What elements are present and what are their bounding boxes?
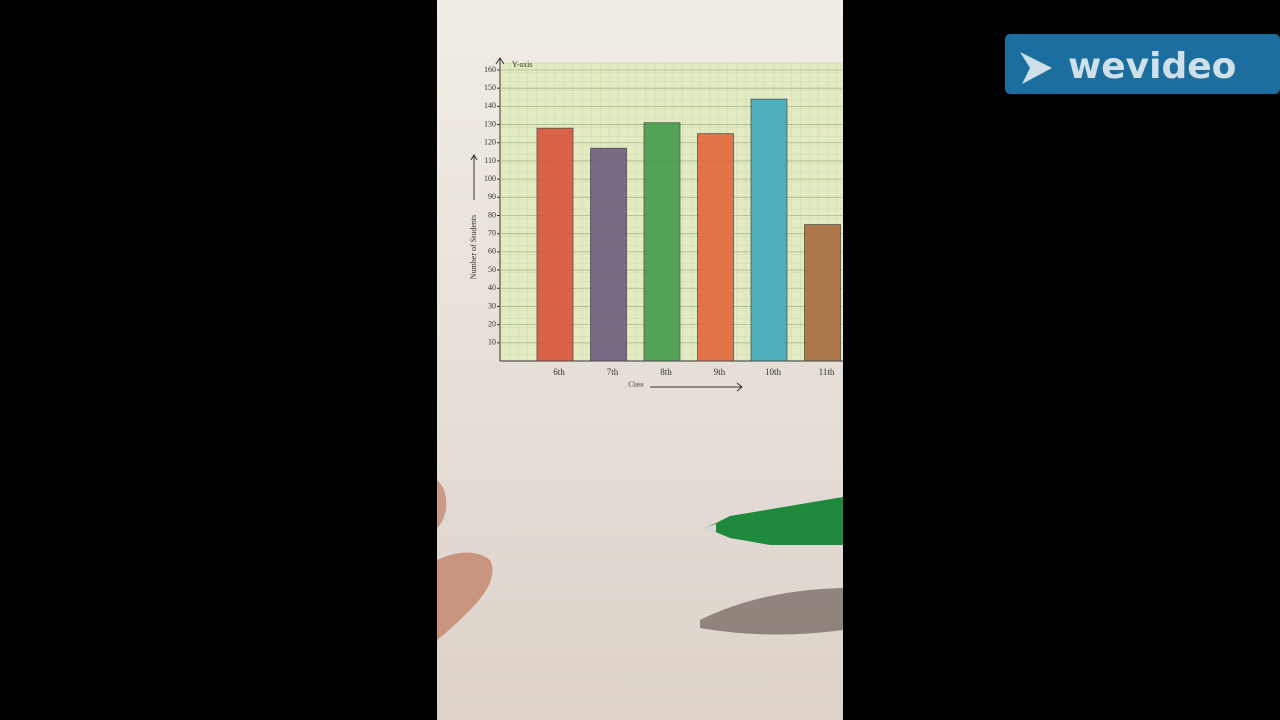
y-tick-label: 20 [488,319,496,328]
x-tick-label: 7th [607,367,619,377]
bar [590,147,627,362]
x-tick-label: 11th [819,367,835,377]
x-title-arrow [650,382,743,392]
axis-arrow [495,57,505,65]
bar [536,127,574,362]
y-tick-label: 60 [488,247,496,256]
y-tick-label: 90 [488,192,496,201]
y-tick-label: 120 [484,138,496,147]
y-tick-label: 70 [488,229,496,238]
y-tick-label: 30 [488,301,496,310]
chart: Y-axis Number of Students Class 10 20 30 40… [469,57,843,392]
y-tick-label: 150 [484,83,496,92]
x-tick-label: 10th [765,367,782,377]
y-tick-label: 10 [488,338,496,347]
bar [804,224,841,362]
x-axis-title: Class [628,381,643,389]
watermark: wevideo [1005,34,1280,94]
bar [643,122,681,362]
watermark-text: wevideo [1068,46,1236,87]
y-axis-marker: Y-axis [512,60,532,69]
y-tick-label: 100 [484,174,496,183]
y-tick-label: 160 [484,65,496,74]
hand [437,480,493,640]
bar [750,98,788,362]
x-tick-label: 6th [553,367,565,377]
x-tick-label: 8th [660,367,672,377]
y-tick-label: 80 [488,210,496,219]
y-tick-label: 40 [488,283,496,292]
y-tick-label: 50 [488,265,496,274]
bar [697,133,734,362]
y-title-arrow [470,154,478,200]
y-tick-label: 140 [484,101,496,110]
pen [700,497,843,635]
y-tick-label: 110 [484,156,496,165]
y-tick-label: 130 [484,119,496,128]
y-axis-title: Number of Students [469,215,478,279]
x-tick-label: 9th [714,367,726,377]
